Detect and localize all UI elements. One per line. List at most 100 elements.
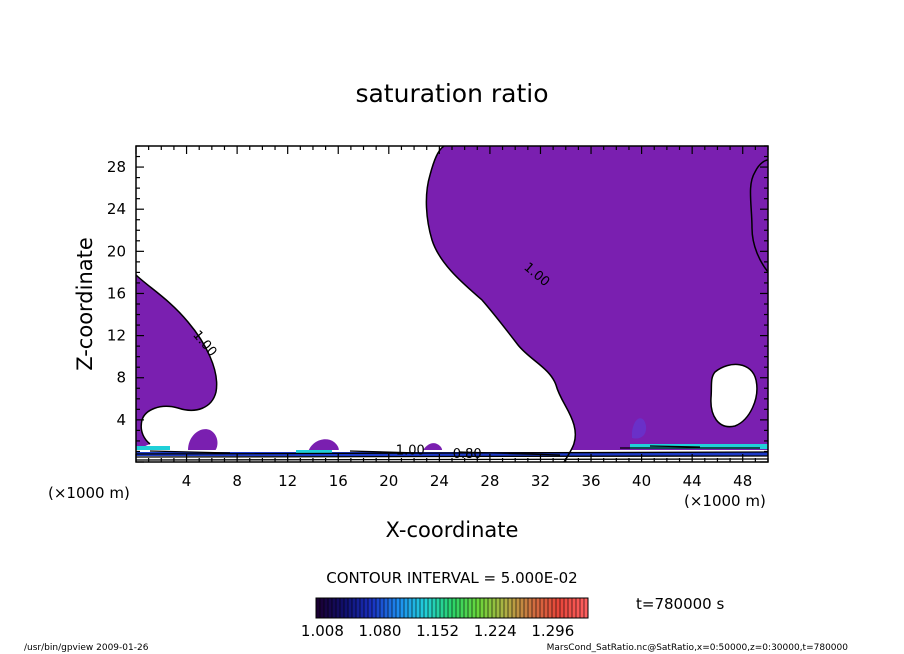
x-tick-label: 32 <box>531 472 550 490</box>
x-tick-label: 12 <box>278 472 297 490</box>
x-tick-label: 40 <box>632 472 651 490</box>
colorbar-cell <box>424 598 429 618</box>
y-tick-label: 4 <box>116 411 126 429</box>
colorbar-cell <box>512 598 517 618</box>
colorbar-cell <box>432 598 437 618</box>
y-tick-label: 24 <box>107 200 126 218</box>
colorbar-cell <box>436 598 441 618</box>
colorbar-cell <box>504 598 509 618</box>
colorbar-labels: 1.008 1.080 1.152 1.224 1.296 <box>301 622 574 640</box>
colorbar-cell <box>536 598 541 618</box>
colorbar-cell <box>508 598 513 618</box>
x-tick-label: 44 <box>683 472 702 490</box>
colorbar-cell <box>480 598 485 618</box>
colorbar-cell <box>528 598 533 618</box>
colorbar <box>315 598 589 618</box>
colorbar-cell <box>320 598 325 618</box>
footer-left: /usr/bin/gpview 2009-01-26 <box>24 643 149 653</box>
colorbar-cell <box>484 598 489 618</box>
colorbar-cell <box>316 598 321 618</box>
colorbar-cell <box>572 598 577 618</box>
colorbar-cell <box>376 598 381 618</box>
colorbar-cell <box>340 598 345 618</box>
colorbar-cell <box>568 598 573 618</box>
colorbar-cell <box>584 598 589 618</box>
colorbar-cell <box>540 598 545 618</box>
contour-label: 1.00 <box>396 444 425 459</box>
colorbar-cell <box>416 598 421 618</box>
colorbar-cell <box>360 598 365 618</box>
colorbar-tick-label: 1.080 <box>359 622 402 640</box>
x-tick-label: 8 <box>232 472 242 490</box>
x-unit-left: (×1000 m) <box>48 484 130 502</box>
supersaturated-region-right <box>426 146 768 462</box>
contour-hole <box>710 363 758 428</box>
x-axis-label: X-coordinate <box>386 518 519 542</box>
colorbar-cell <box>448 598 453 618</box>
colorbar-cell <box>564 598 569 618</box>
colorbar-cell <box>372 598 377 618</box>
colorbar-cell <box>548 598 553 618</box>
contour-1-00-right-edge <box>749 159 768 273</box>
colorbar-frame <box>315 597 589 619</box>
colorbar-cell <box>496 598 501 618</box>
y-tick-label: 28 <box>107 158 126 176</box>
colorbar-cell <box>468 598 473 618</box>
colorbar-cell <box>500 598 505 618</box>
contour-field <box>136 146 768 462</box>
colorbar-cell <box>444 598 449 618</box>
colorbar-cell <box>420 598 425 618</box>
colorbar-cell <box>412 598 417 618</box>
colorbar-cell <box>348 598 353 618</box>
colorbar-cell <box>392 598 397 618</box>
colorbar-cell <box>384 598 389 618</box>
x-tick-label: 16 <box>329 472 348 490</box>
contour-1-00-right <box>425 146 577 462</box>
colorbar-cell <box>460 598 465 618</box>
colorbar-cell <box>456 598 461 618</box>
x-tick-label: 28 <box>480 472 499 490</box>
y-axis-label: Z-coordinate <box>73 237 97 371</box>
y-tick-label: 16 <box>107 284 126 302</box>
blob-6km <box>188 429 218 452</box>
surface-band-cyan-left <box>136 446 170 450</box>
colorbar-cell <box>388 598 393 618</box>
colorbar-cell <box>532 598 537 618</box>
colorbar-cell <box>492 598 497 618</box>
colorbar-cell <box>576 598 581 618</box>
contour-label: 0.80 <box>453 447 482 462</box>
colorbar-cell <box>464 598 469 618</box>
colorbar-cell <box>452 598 457 618</box>
colorbar-tick-label: 1.152 <box>416 622 459 640</box>
colorbar-cell <box>332 598 337 618</box>
colorbar-cell <box>364 598 369 618</box>
y-tick-label: 20 <box>107 242 126 260</box>
colorbar-cell <box>344 598 349 618</box>
colorbar-cell <box>516 598 521 618</box>
colorbar-cell <box>324 598 329 618</box>
contour-1-00-left <box>136 274 218 445</box>
y-tick-label: 8 <box>116 369 126 387</box>
x-tick-label: 48 <box>733 472 752 490</box>
colorbar-cell <box>368 598 373 618</box>
colorbar-cell <box>524 598 529 618</box>
colorbar-cell <box>544 598 549 618</box>
colorbar-cell <box>328 598 333 618</box>
axis-ticks <box>135 145 769 463</box>
time-label: t=780000 s <box>636 595 724 613</box>
chart-title: saturation ratio <box>355 79 548 108</box>
colorbar-cell <box>428 598 433 618</box>
colorbar-cell <box>356 598 361 618</box>
colorbar-tick-label: 1.296 <box>531 622 574 640</box>
colorbar-cell <box>476 598 481 618</box>
y-tick-label: 12 <box>107 327 126 345</box>
colorbar-cell <box>472 598 477 618</box>
colorbar-cell <box>336 598 341 618</box>
colorbar-cell <box>552 598 557 618</box>
colorbar-cell <box>488 598 493 618</box>
x-tick-label: 4 <box>182 472 192 490</box>
colorbar-cell <box>380 598 385 618</box>
surface-band-cyan-mid <box>296 450 332 453</box>
x-tick-label: 20 <box>379 472 398 490</box>
